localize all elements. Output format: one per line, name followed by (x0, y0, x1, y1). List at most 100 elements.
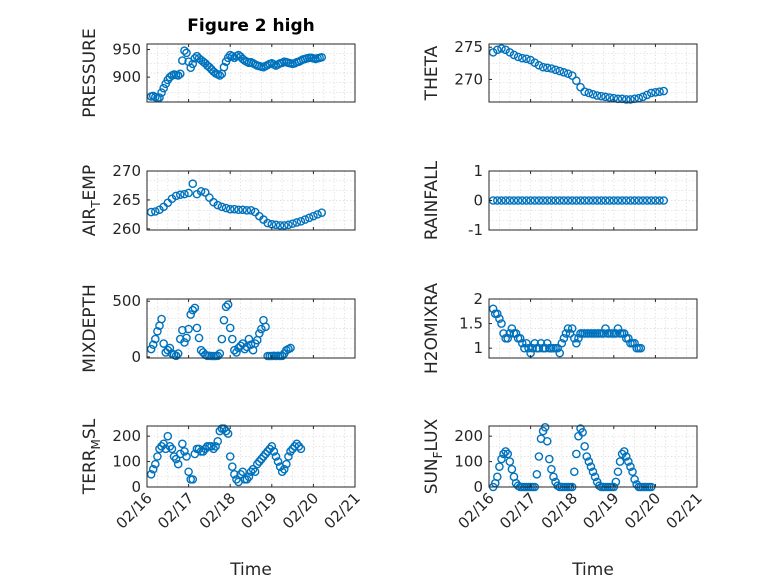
data-point (555, 348, 565, 358)
data-point (184, 188, 193, 198)
y-axis-label: TERRMSL (80, 418, 103, 495)
data-point (157, 314, 166, 324)
data-point (547, 196, 556, 205)
data-point (186, 310, 195, 319)
subplot-3: 260 265 270 AIRTEMP (80, 162, 356, 238)
data-point (524, 343, 533, 353)
data-point (655, 196, 664, 205)
data-point (300, 215, 310, 224)
data-point (271, 220, 281, 230)
axes-box (488, 298, 698, 359)
data-point (497, 44, 506, 53)
data-point (221, 426, 231, 436)
data-point (244, 472, 254, 482)
y-tick-label: 100 (454, 453, 483, 471)
data-point (240, 344, 250, 354)
data-point (163, 431, 173, 441)
data-point (536, 338, 546, 348)
data-point (626, 462, 635, 471)
data-point (165, 343, 175, 353)
data-point (547, 64, 556, 73)
subplot-6: 1 1.5 2 H2OMIXRA (422, 283, 698, 374)
data-point (232, 475, 241, 484)
data-point (313, 210, 322, 219)
data-point (549, 472, 558, 482)
data-point (511, 329, 521, 338)
data-point (242, 206, 252, 215)
data-point (182, 48, 191, 58)
data-point (507, 324, 517, 333)
y-tick-label: 260 (112, 220, 141, 238)
data-point (522, 196, 531, 205)
data-point (148, 464, 158, 474)
data-point (286, 343, 295, 353)
data-point (257, 454, 266, 464)
data-point (215, 71, 225, 80)
data-point (572, 449, 581, 459)
data-point (576, 82, 585, 92)
x-tick-label: 02/20 (279, 489, 322, 532)
data-point (617, 196, 627, 205)
data-point (642, 196, 652, 205)
data-point (225, 323, 235, 333)
y-tick-label: 0 (131, 348, 141, 366)
subplot-2: 270 275 THETA (422, 38, 698, 104)
y-tick-label: 1 (473, 162, 483, 180)
data-point (630, 196, 639, 205)
data-point (551, 196, 560, 205)
data-point (501, 196, 510, 205)
y-tick-label: 2 (473, 290, 483, 308)
y-axis-label: SUNFLUX (422, 418, 445, 494)
data-point (261, 322, 270, 332)
data-point (198, 447, 208, 456)
data-point (184, 324, 193, 334)
y-tick-label: 100 (112, 453, 141, 471)
data-point (572, 76, 581, 86)
subplot-8: 0100200SUNFLUX02/1602/1702/1802/1902/200… (422, 418, 706, 532)
data-point (317, 52, 327, 62)
data-point (522, 338, 531, 348)
x-axis-label-right: Time (571, 560, 614, 580)
data-point (275, 221, 285, 230)
data-point (178, 56, 187, 65)
data-point (540, 422, 550, 432)
data-point (565, 329, 575, 338)
data-point (217, 202, 227, 212)
data-point (263, 447, 272, 456)
data-point (580, 442, 589, 451)
data-point (503, 449, 513, 459)
data-point (261, 449, 270, 459)
data-point (279, 221, 289, 230)
data-point (284, 452, 293, 461)
data-point (542, 63, 552, 73)
data-point (522, 54, 531, 64)
subplot-4: -1 0 1 RAINFALL (422, 160, 698, 240)
data-point (211, 442, 220, 451)
data-point (578, 428, 587, 437)
data-point (230, 345, 239, 355)
data-point (252, 459, 262, 469)
data-point (572, 196, 581, 205)
data-point (621, 196, 631, 205)
data-point (497, 196, 506, 205)
data-point (175, 190, 185, 200)
data-point (630, 475, 639, 484)
data-point (615, 457, 625, 466)
data-point (624, 334, 633, 343)
subplot-5: 0 500 MIXDEPTH (80, 284, 356, 373)
y-axis-label: THETA (422, 45, 442, 101)
data-point (495, 314, 504, 323)
data-point (296, 217, 306, 226)
data-point (146, 344, 156, 354)
data-point (219, 315, 229, 325)
x-tick-label: 02/20 (621, 489, 664, 532)
data-point (520, 343, 529, 353)
data-point (244, 334, 254, 344)
data-point (167, 444, 177, 454)
data-point (194, 333, 204, 343)
data-point (286, 447, 295, 456)
data-point (213, 351, 223, 361)
data-point (257, 324, 266, 334)
data-point (601, 196, 610, 205)
